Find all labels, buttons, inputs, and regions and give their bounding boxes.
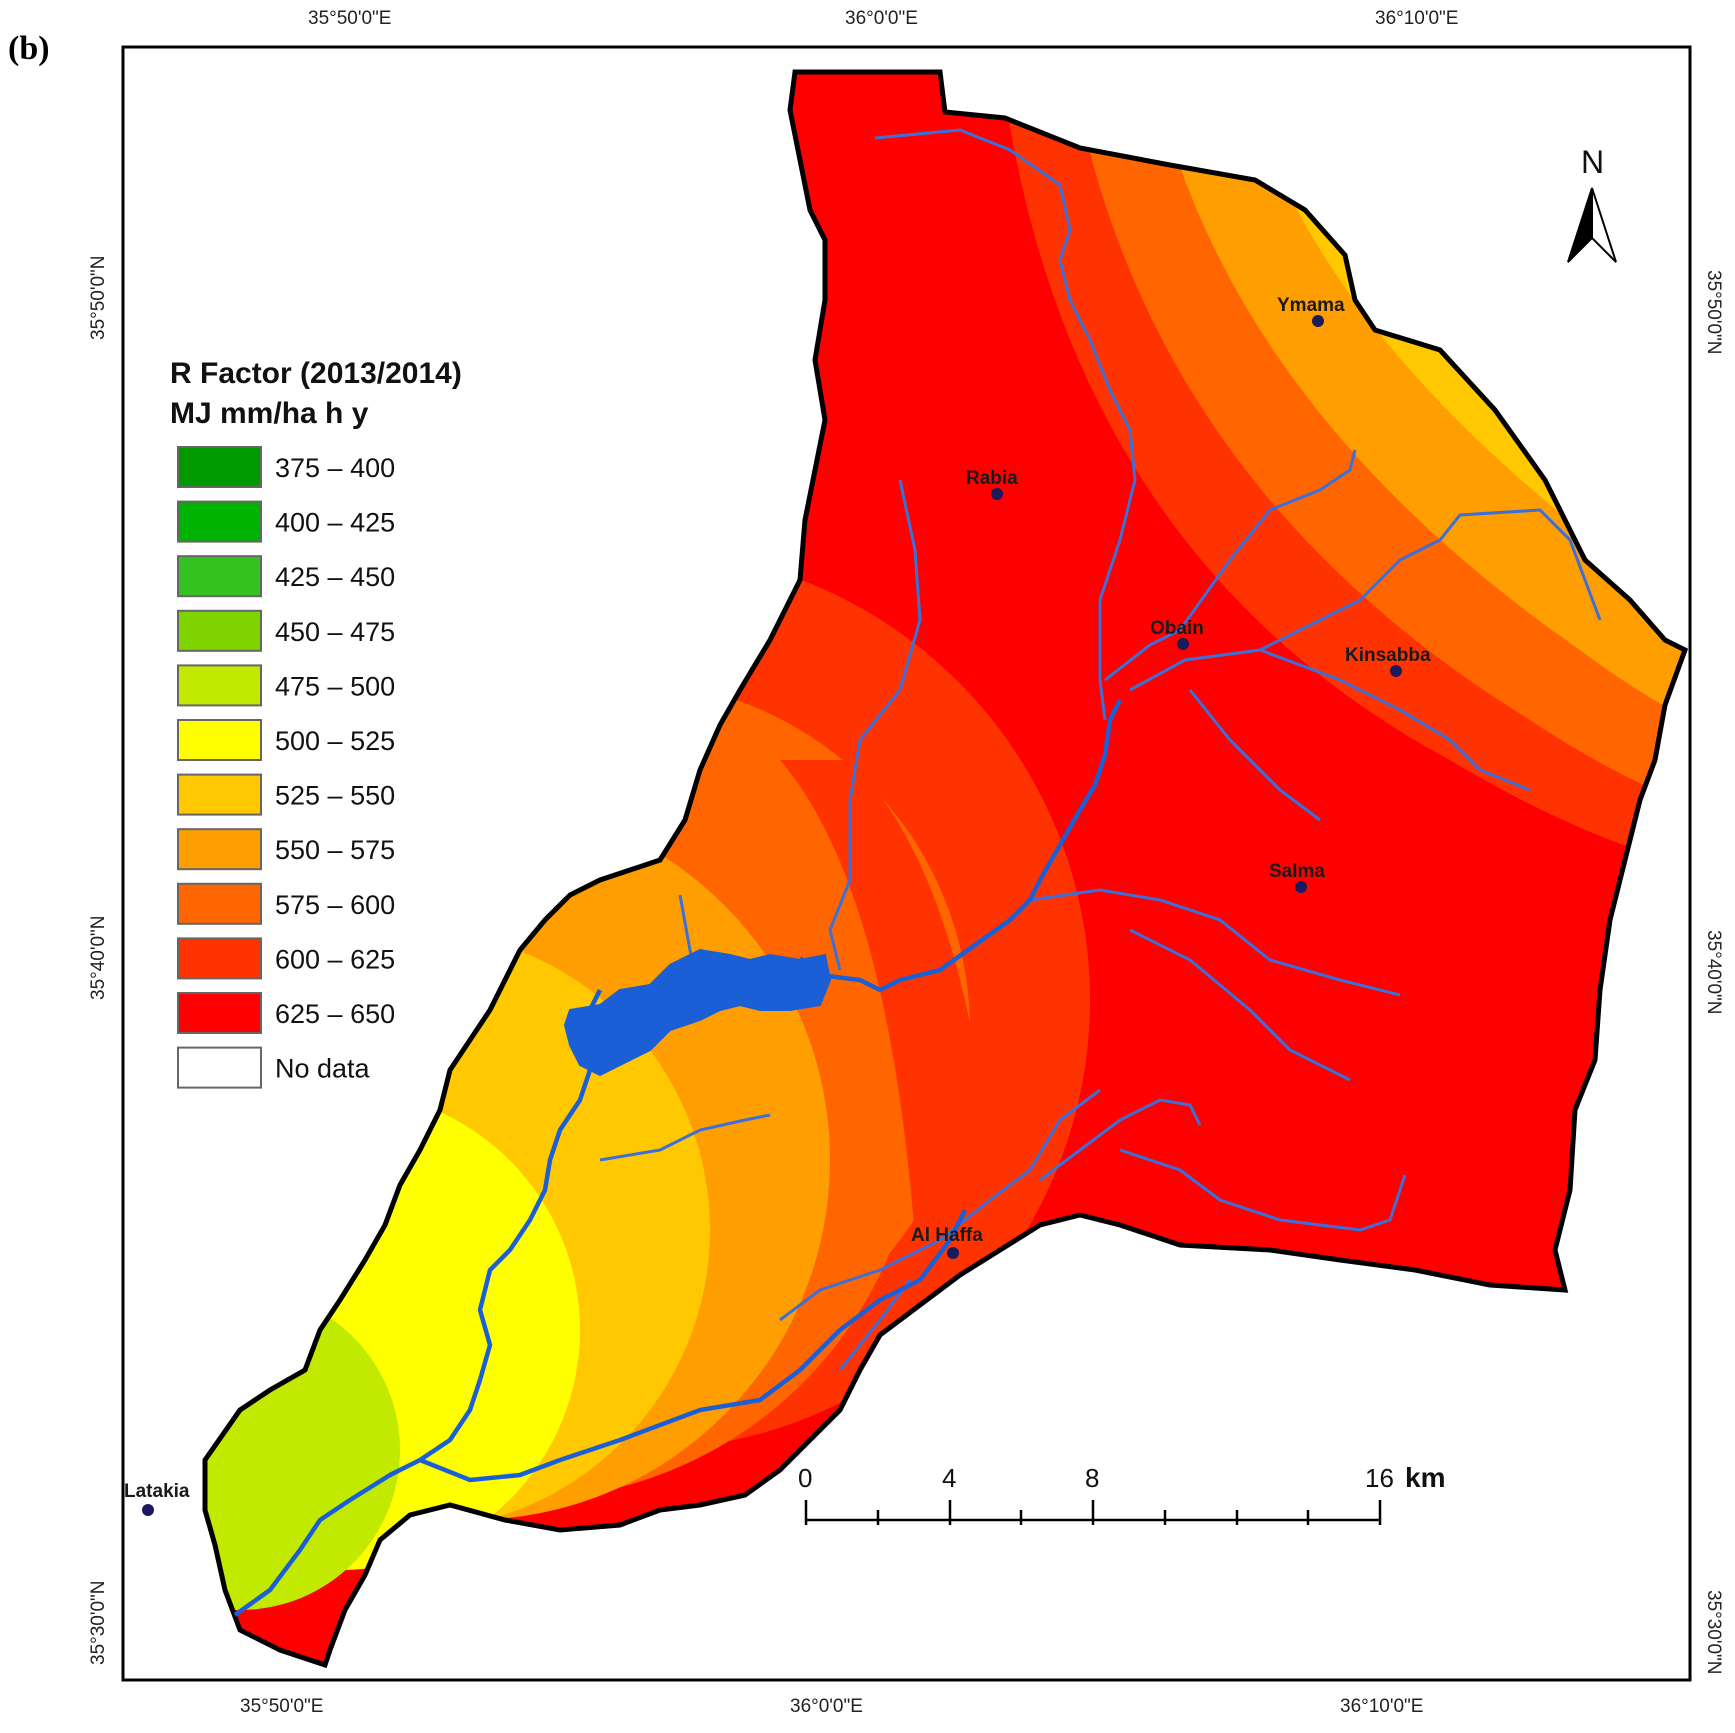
legend-swatch [177,992,262,1034]
legend-label: 450 – 475 [275,617,395,647]
legend: R Factor (2013/2014) MJ mm/ha h y 375 – … [170,357,462,1089]
coord-right-3: 35°30'0"N [1703,1590,1724,1675]
scale-bar: 0 4 8 16 km [798,1462,1445,1525]
coord-left-2: 35°40'0"N [88,915,109,1000]
coord-bottom-2: 36°0'0"E [790,1696,863,1717]
legend-label: 500 – 525 [275,726,395,756]
scale-tick-0: 0 [798,1463,812,1493]
town-markers: Ymama Rabia Obain Kinsabba Salma Al Haff… [124,295,1431,1516]
legend-label: 525 – 550 [275,781,395,811]
scale-tick-8: 8 [1085,1463,1099,1493]
reservoir [563,948,832,1077]
town-label-latakia: Latakia [124,1481,190,1502]
north-arrow-icon: N [1567,144,1617,263]
legend-swatch [177,828,262,871]
legend-swatch [177,773,262,816]
legend-swatch [177,664,262,707]
legend-swatch [177,719,262,761]
coord-left-1: 35°50'0"N [88,255,109,340]
coord-right-1: 35°50'0"N [1703,270,1724,355]
figure-label: (b) [8,30,50,67]
coord-left-3: 35°30'0"N [88,1580,109,1665]
coordinate-labels: 35°50'0"E 36°0'0"E 36°10'0"E 35°50'0"E 3… [88,8,1724,1717]
legend-swatch [177,446,262,488]
scale-unit: km [1405,1462,1445,1493]
coord-bottom-3: 36°10'0"E [1340,1696,1423,1717]
main-river [233,698,1123,1617]
legend-swatch [177,500,262,543]
town-label-kinsabba: Kinsabba [1345,645,1431,666]
town-label-obain: Obain [1150,618,1204,639]
town-label-al-haffa: Al Haffa [911,1225,983,1246]
town-label-rabia: Rabia [966,468,1018,489]
legend-label: 600 – 625 [275,944,395,974]
coord-bottom-1: 35°50'0"E [240,1696,323,1717]
legend-swatch [177,1046,262,1089]
legend-label: 550 – 575 [275,835,395,865]
town-dot-rabia [991,488,1003,500]
legend-title: R Factor (2013/2014) [170,357,462,390]
town-dot-ymama [1312,315,1324,327]
legend-label: 575 – 600 [275,890,395,920]
town-label-ymama: Ymama [1277,295,1345,316]
legend-label: 400 – 425 [275,508,395,538]
town-dot-obain [1177,638,1189,650]
legend-swatch [177,555,262,598]
coord-top-3: 36°10'0"E [1375,8,1458,29]
legend-label: 475 – 500 [275,671,395,701]
town-label-salma: Salma [1269,861,1325,882]
legend-swatch [177,882,262,925]
tributary-network [599,128,1602,1371]
coord-top-1: 35°50'0"E [308,8,391,29]
town-dot-kinsabba [1390,665,1402,677]
scale-tick-4: 4 [942,1463,956,1493]
north-label: N [1581,144,1604,180]
legend-label: 425 – 450 [275,562,395,592]
coord-right-2: 35°40'0"N [1703,930,1724,1015]
coord-top-2: 36°0'0"E [845,8,918,29]
legend-label: No data [275,1054,371,1084]
town-dot-al-haffa [947,1247,959,1259]
legend-label: 625 – 650 [275,999,395,1029]
legend-swatch [177,937,262,980]
legend-units: MJ mm/ha h y [170,397,369,430]
town-dot-salma [1295,881,1307,893]
scale-tick-16: 16 [1365,1463,1394,1493]
legend-swatch [177,609,262,652]
legend-label: 375 – 400 [275,453,395,483]
map-frame [121,45,1692,1682]
town-dot-latakia [142,1504,154,1516]
